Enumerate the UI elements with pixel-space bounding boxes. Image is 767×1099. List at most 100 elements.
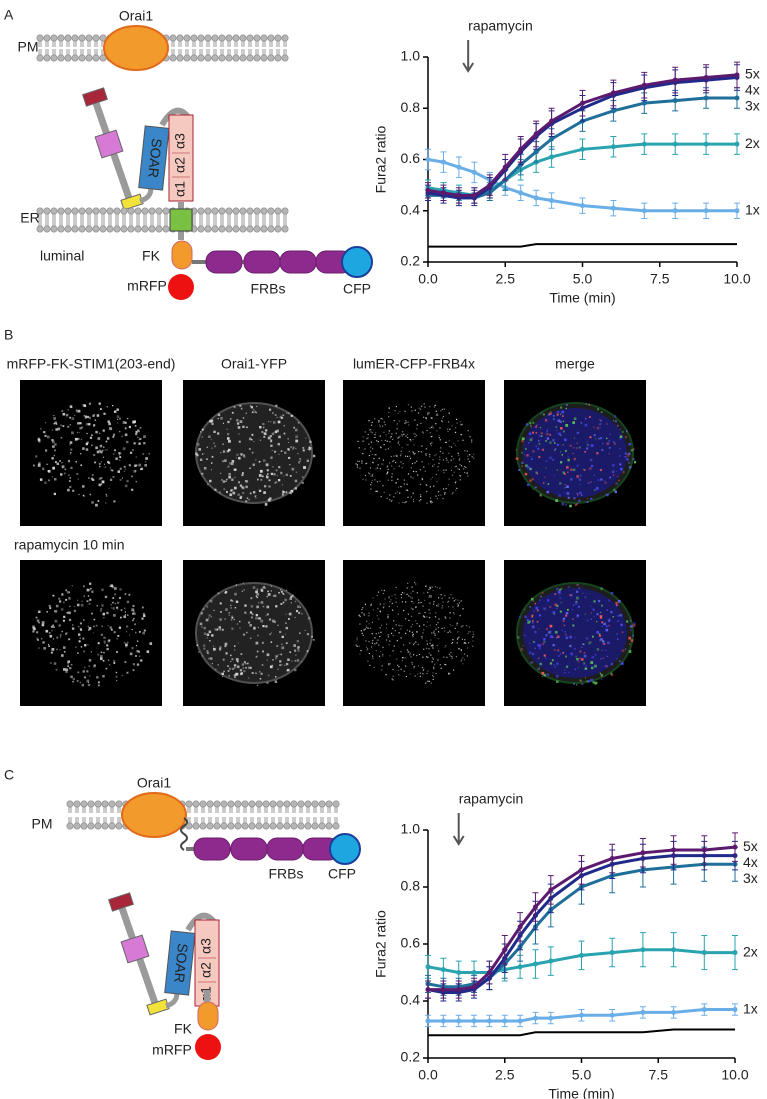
column-label: mRFP-FK-STIM1(203-end) [7, 356, 176, 372]
data-point [702, 847, 707, 852]
speckle [376, 440, 377, 441]
speckle [574, 438, 575, 439]
speckle [405, 633, 406, 634]
speckle [448, 606, 449, 607]
speckle [106, 612, 108, 614]
speckle [394, 646, 395, 647]
speckle [113, 614, 116, 617]
speckle [626, 430, 628, 432]
speckle [589, 416, 591, 418]
speckle [291, 602, 292, 603]
speckle [630, 625, 633, 628]
lipid-head [277, 801, 283, 807]
speckle [234, 619, 236, 621]
lipid-head [191, 55, 197, 61]
speckle [387, 498, 388, 499]
helix-label: α2 [198, 962, 214, 978]
speckle [113, 476, 115, 478]
lipid-head [65, 35, 71, 41]
speckle [556, 429, 557, 430]
speckle [554, 666, 556, 668]
speckle [374, 437, 375, 438]
speckle [530, 425, 531, 426]
data-point [426, 964, 431, 969]
speckle [87, 433, 88, 434]
speckle [578, 661, 580, 663]
speckle [600, 437, 602, 439]
speckle [404, 411, 405, 412]
speckle [65, 469, 67, 471]
speckle [117, 602, 119, 604]
speckle [464, 450, 465, 451]
micrograph-background [20, 560, 162, 706]
speckle [275, 676, 276, 677]
speckle [282, 636, 284, 638]
speckle [527, 619, 529, 621]
frb-domain [231, 838, 267, 860]
speckle [239, 628, 240, 629]
speckle [542, 643, 544, 645]
lipid-head [319, 801, 325, 807]
speckle [278, 479, 280, 481]
speckle [417, 474, 418, 475]
speckle [89, 659, 91, 661]
speckle [576, 684, 577, 685]
speckle [80, 464, 82, 466]
speckle [408, 404, 409, 405]
speckle [229, 668, 231, 670]
speckle [450, 594, 451, 595]
data-point [735, 208, 740, 213]
data-point [642, 101, 647, 106]
speckle [414, 643, 415, 644]
speckle [397, 491, 398, 492]
speckle [124, 642, 126, 644]
data-point [472, 170, 477, 175]
speckle [102, 450, 103, 451]
speckle [389, 601, 390, 602]
speckle [219, 492, 221, 494]
speckle [243, 670, 245, 672]
speckle [437, 481, 438, 482]
speckle [537, 610, 539, 612]
speckle [384, 492, 385, 493]
speckle [278, 654, 279, 655]
speckle [596, 621, 597, 622]
speckle [434, 455, 435, 456]
speckle [371, 431, 372, 432]
speckle [531, 661, 533, 663]
speckle [612, 464, 615, 467]
speckle [427, 430, 428, 431]
speckle [256, 596, 257, 597]
lipid-head [198, 55, 204, 61]
speckle [292, 468, 295, 471]
speckle [47, 464, 48, 465]
lipid-head [72, 226, 78, 232]
speckle [69, 444, 70, 445]
speckle [287, 659, 290, 662]
speckle [106, 441, 108, 443]
speckle [396, 587, 397, 588]
speckle [108, 640, 110, 642]
speckle [88, 477, 89, 478]
speckle [125, 434, 128, 437]
lipid-head [121, 226, 127, 232]
speckle [584, 652, 586, 654]
speckle [442, 628, 443, 629]
speckle [231, 479, 233, 481]
data-point [549, 119, 554, 124]
speckle [140, 659, 142, 661]
speckle [242, 487, 245, 490]
speckle [443, 416, 444, 417]
x-tick-label: 5.0 [573, 271, 593, 287]
speckle [65, 671, 67, 673]
speckle [594, 434, 596, 436]
frb-domain [267, 838, 303, 860]
speckle [134, 623, 136, 625]
speckle [524, 635, 525, 636]
speckle [49, 632, 51, 634]
speckle [360, 650, 361, 651]
speckle [32, 630, 34, 632]
speckle [86, 423, 89, 426]
speckle [232, 617, 234, 619]
speckle [250, 611, 252, 613]
